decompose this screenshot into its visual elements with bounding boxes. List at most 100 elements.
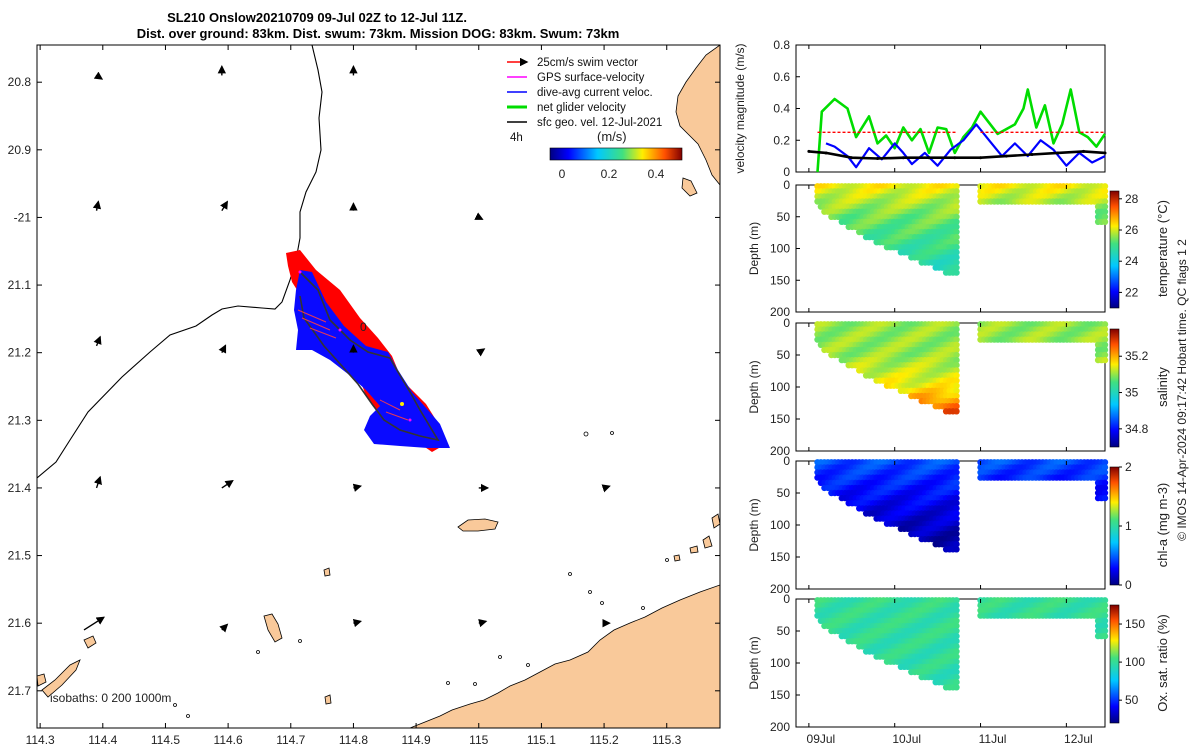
section-sample	[1101, 484, 1109, 492]
map-colorbar-tick-0: 0	[559, 167, 566, 181]
map-x-tick-label: 115.3	[652, 733, 681, 747]
section-sample	[953, 392, 960, 400]
map-x-tick-label: 114.3	[26, 733, 55, 747]
section-sample	[953, 356, 960, 364]
depth-axis-label: Depth (m)	[747, 360, 761, 413]
land-islet-ne	[681, 177, 698, 197]
map-y-tick-label: 20.9	[8, 143, 32, 157]
section-sample	[953, 203, 960, 210]
geo-vector	[478, 619, 488, 628]
section-sample	[953, 541, 960, 548]
section-sample	[953, 464, 960, 471]
x-tick-label: 09Jul	[807, 732, 836, 746]
map-y-tick-label: 21.7	[8, 684, 32, 698]
section-sample	[1101, 331, 1109, 338]
section-colorbar	[1109, 466, 1120, 586]
depth-tick-label: 200	[770, 720, 790, 734]
colorbar-variable-label: Ox. sat. ratio (%)	[1155, 614, 1170, 712]
depth-tick-label: 150	[770, 688, 790, 702]
section-sample	[953, 218, 960, 225]
velocity-point	[927, 156, 931, 160]
island-5	[37, 673, 47, 687]
isobath-line	[37, 45, 323, 479]
section-colorbar	[1109, 190, 1120, 309]
section-sample	[953, 474, 960, 481]
colorbar-tick-label: 50	[1125, 693, 1139, 707]
section-sample	[953, 489, 960, 497]
depth-tick-label: 100	[770, 656, 790, 670]
map-y-tick-label: 21.2	[8, 346, 32, 360]
colorbar-tick-label: 35	[1125, 386, 1139, 400]
section-sample	[1101, 341, 1109, 348]
section-sample	[953, 233, 960, 241]
section-sample	[953, 351, 960, 359]
velocity-panel: 0 0.2 0.4 0.6 0.8 velocity magnitude (m/s)	[733, 38, 1107, 179]
depth-tick-label: 50	[777, 348, 791, 362]
section-sample	[1101, 597, 1109, 604]
depth-axis-label: Depth (m)	[747, 498, 761, 551]
depth-axis-label: Depth (m)	[747, 636, 761, 689]
velocity-y-tick-label: 0.4	[773, 102, 790, 116]
map-x-tick-label: 114.8	[339, 733, 368, 747]
section-sample	[953, 607, 960, 614]
section-sample	[953, 515, 960, 522]
legend-gps-label: GPS surface-velocity	[537, 72, 645, 84]
section-sample	[953, 193, 960, 200]
velocity-point	[979, 156, 983, 160]
zero-marker: 0	[360, 320, 367, 334]
velocity-y-tick-label: 0	[783, 165, 790, 179]
section-sample	[953, 244, 960, 251]
depth-tick-label: 100	[770, 380, 790, 394]
map-x-tick-label: 114.9	[402, 733, 431, 747]
island-6	[711, 513, 720, 529]
section-sample	[953, 341, 960, 348]
velocity-y-label: velocity magnitude (m/s)	[733, 43, 747, 173]
map-y-axis: 20.8 20.9 -21 21.1 21.2 21.3 21.4 21.5 21.6 21.7	[8, 75, 720, 698]
section-sample	[1101, 627, 1109, 635]
velocity-point	[1030, 153, 1034, 157]
footer-credit: © IMOS 14-Apr-2024 09:17:42 Hobart time.…	[1175, 239, 1189, 541]
map-y-tick-label: 21.6	[8, 616, 32, 630]
island-2	[263, 613, 283, 643]
section-sample	[953, 228, 960, 236]
section-sample	[1101, 321, 1109, 328]
geo-vector	[219, 623, 229, 633]
section-sample	[953, 658, 960, 665]
geo-vectors	[83, 65, 611, 633]
section-sample	[1101, 346, 1109, 354]
velocity-series-line	[816, 88, 1107, 173]
section-sample	[953, 249, 960, 256]
section-sample	[953, 387, 960, 394]
section-sample	[953, 653, 960, 660]
section-sample	[1101, 183, 1109, 190]
geo-vector	[93, 71, 104, 80]
section-panel-1: 0 50 100 150 200 Depth (m) 22 24 26 28 temperature…	[747, 178, 1170, 319]
map-y-tick-label: -21	[14, 210, 32, 224]
geo-vector	[93, 335, 102, 347]
depth-tick-label: 0	[783, 316, 790, 330]
colorbar-tick-label: 24	[1125, 254, 1139, 268]
colorbar-tick-label: 0	[1125, 578, 1132, 592]
section-sample	[953, 331, 960, 338]
section-sample	[953, 530, 960, 538]
section-sample	[953, 208, 960, 215]
land-northeast	[675, 45, 720, 186]
map-area: 0	[37, 45, 720, 728]
island-9	[324, 694, 332, 705]
section-sample	[953, 622, 960, 630]
map-x-tick-label: 114.7	[276, 733, 305, 747]
right-panels: 0 0.2 0.4 0.6 0.8 velocity magnitude (m/s) 0 50…	[733, 38, 1170, 746]
section-sample	[953, 627, 960, 635]
map-y-tick-label: 21.1	[8, 278, 32, 292]
map-colorbar-tick-1: 0.2	[601, 167, 618, 181]
section-sample	[953, 264, 960, 271]
colorbar-variable-label: salinity	[1155, 367, 1170, 407]
section-sample	[1101, 213, 1109, 220]
velocity-point	[807, 149, 811, 153]
map-legend: 25cm/s swim vector GPS surface-velocity …	[507, 57, 683, 181]
colorbar-tick-label: 1	[1125, 519, 1132, 533]
island-1	[457, 518, 499, 532]
velocity-point	[1082, 149, 1086, 153]
section-sample	[953, 663, 960, 670]
section-sample	[1101, 203, 1109, 210]
